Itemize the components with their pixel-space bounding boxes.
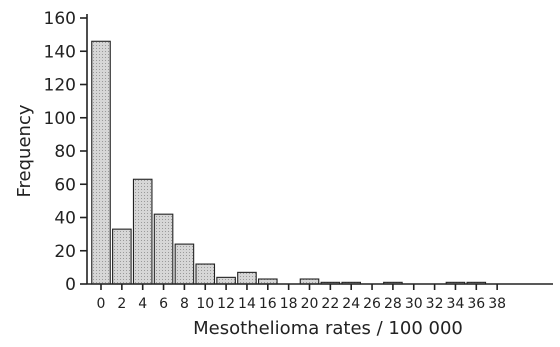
x-tick-label: 20 bbox=[301, 296, 319, 312]
x-tick-label: 2 bbox=[117, 296, 126, 312]
bar-12 bbox=[216, 276, 236, 285]
x-axis-ticks: 0 2 4 6 8 10 12 14 16 18 20 22 24 26 28 30 32 34 36 38 bbox=[97, 284, 506, 312]
x-tick-label: 14 bbox=[238, 296, 256, 312]
y-tick-label: 160 bbox=[44, 9, 76, 29]
bar-6 bbox=[153, 213, 174, 285]
x-tick-label: 24 bbox=[342, 296, 360, 312]
x-tick-label: 0 bbox=[97, 296, 106, 312]
bar-4 bbox=[132, 178, 153, 285]
x-tick-label: 38 bbox=[488, 296, 506, 312]
y-tick-label: 140 bbox=[44, 42, 76, 62]
x-tick-label: 34 bbox=[447, 296, 465, 312]
x-tick-label: 26 bbox=[363, 296, 381, 312]
y-tick-label: 60 bbox=[54, 175, 76, 195]
y-axis-title: Frequency bbox=[14, 104, 35, 197]
bar-2 bbox=[112, 228, 132, 285]
bars bbox=[91, 40, 487, 285]
y-tick-label: 20 bbox=[54, 242, 76, 262]
bar-0 bbox=[91, 40, 111, 285]
x-tick-label: 30 bbox=[405, 296, 423, 312]
y-tick-label: 0 bbox=[65, 275, 76, 295]
y-tick-label: 40 bbox=[54, 209, 76, 229]
x-tick-label: 28 bbox=[384, 296, 402, 312]
x-tick-label: 6 bbox=[159, 296, 168, 312]
x-tick-label: 4 bbox=[138, 296, 147, 312]
x-tick-label: 22 bbox=[321, 296, 339, 312]
x-tick-label: 16 bbox=[259, 296, 277, 312]
bar-10 bbox=[195, 263, 216, 285]
x-tick-label: 8 bbox=[180, 296, 189, 312]
bar-8 bbox=[174, 243, 195, 285]
x-tick-label: 10 bbox=[196, 296, 214, 312]
x-tick-label: 12 bbox=[217, 296, 235, 312]
x-tick-label: 18 bbox=[280, 296, 298, 312]
y-tick-label: 80 bbox=[54, 142, 76, 162]
x-axis-title: Mesothelioma rates / 100 000 bbox=[193, 318, 463, 339]
x-tick-label: 36 bbox=[467, 296, 485, 312]
y-tick-label: 100 bbox=[44, 109, 76, 129]
y-axis-ticks: 0 20 40 60 80 100 120 140 160 bbox=[44, 9, 87, 295]
x-tick-label: 32 bbox=[426, 296, 444, 312]
y-tick-label: 120 bbox=[44, 76, 76, 96]
bar-14 bbox=[237, 271, 257, 285]
